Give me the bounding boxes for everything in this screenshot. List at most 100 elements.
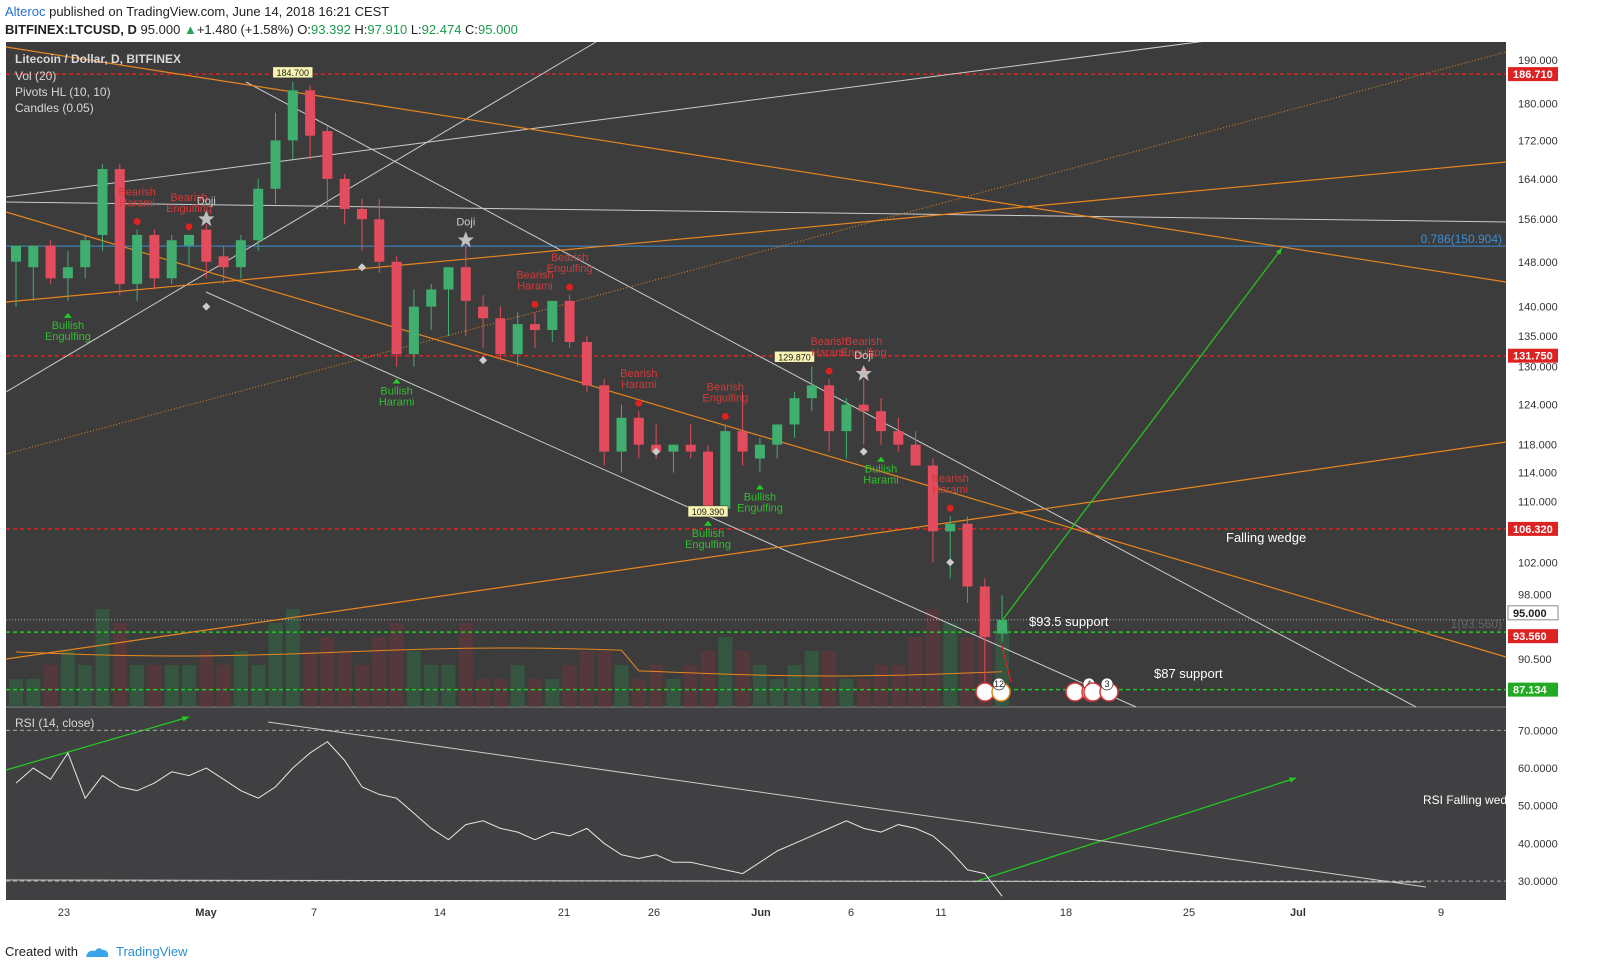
candle-body[interactable]	[391, 261, 402, 355]
trend-line	[5, 211, 1507, 658]
candle-body[interactable]	[149, 234, 160, 279]
candle-body[interactable]	[305, 90, 316, 136]
candle-body[interactable]	[979, 586, 990, 637]
candle-body[interactable]	[703, 451, 713, 509]
tradingview-link[interactable]: TradingView	[115, 944, 188, 959]
candle-body[interactable]	[80, 240, 91, 268]
volume-bar	[925, 609, 940, 707]
candle-body[interactable]	[201, 229, 212, 262]
time-axis-tick: 25	[1183, 907, 1195, 919]
candle-body[interactable]	[530, 324, 540, 331]
rsi-wedge-lower	[5, 879, 1422, 883]
candle-body[interactable]	[132, 234, 143, 284]
indicator-pivots[interactable]: Pivots HL (10, 10)	[15, 85, 111, 99]
volume-bar	[752, 665, 767, 707]
candle-body[interactable]	[253, 188, 264, 241]
volume-bar	[424, 665, 439, 707]
time-axis-tick: May	[195, 907, 217, 919]
candle-body[interactable]	[235, 240, 246, 268]
candle-body[interactable]	[945, 523, 956, 532]
candle-body[interactable]	[616, 417, 627, 452]
candle-body[interactable]	[218, 256, 229, 268]
candle-body[interactable]	[737, 431, 748, 452]
high-value: 97.910	[367, 22, 408, 37]
doji-star-icon	[855, 365, 872, 382]
candle-body[interactable]	[754, 444, 765, 459]
candle-body[interactable]	[184, 234, 194, 246]
candle-body[interactable]	[685, 444, 696, 452]
candle-body[interactable]	[28, 245, 39, 268]
price-level-text: 87.134	[1513, 685, 1548, 697]
candle-body[interactable]	[374, 219, 385, 262]
candle-body[interactable]	[841, 404, 852, 432]
volume-bar	[182, 665, 196, 707]
symbol-name: BITFINEX:LTCUSD, D	[5, 22, 137, 37]
candle-body[interactable]	[62, 267, 73, 279]
author-link[interactable]: Alteroc	[5, 4, 46, 19]
candle-body[interactable]	[910, 444, 921, 466]
price-change: +1.480 (+1.58%)	[196, 22, 294, 37]
trend-line	[5, 441, 1507, 660]
volume-bar	[147, 665, 162, 707]
candle-body[interactable]	[581, 342, 592, 386]
candle-body[interactable]	[426, 289, 437, 307]
rsi-arrow-2-head	[1289, 777, 1296, 783]
candle-body[interactable]	[806, 385, 817, 399]
volume-bar	[355, 665, 369, 707]
volume-bar	[787, 665, 802, 707]
price-level-badge	[1508, 67, 1558, 82]
rsi-arrow-2	[973, 777, 1297, 883]
indicator-candles[interactable]: Candles (0.05)	[15, 101, 94, 115]
candle-body[interactable]	[114, 169, 125, 284]
candle-body[interactable]	[789, 398, 800, 425]
candle-body[interactable]	[772, 424, 783, 445]
indicator-rsi[interactable]: RSI (14, close)	[15, 716, 95, 730]
trend-line	[5, 41, 597, 393]
volume-bar	[389, 623, 404, 707]
candle-body[interactable]	[478, 306, 489, 319]
candle-body[interactable]	[97, 169, 108, 235]
price-chart-svg[interactable]: 0.786(150.904) 1(93.560) 184.700 129.870 109…	[5, 1, 1594, 924]
volume-bar	[320, 637, 335, 707]
candle-body[interactable]	[876, 411, 886, 432]
volume-bar	[285, 609, 300, 707]
candle-body[interactable]	[339, 178, 350, 209]
volume-bar	[631, 679, 646, 707]
candle-body[interactable]	[720, 431, 731, 509]
price-axis-tick: 90.500	[1518, 654, 1552, 666]
candle-body[interactable]	[270, 140, 281, 189]
doji-label: Doji	[854, 350, 873, 362]
bullish-marker-icon	[877, 456, 885, 462]
candle-body[interactable]	[408, 306, 419, 355]
candle-body[interactable]	[443, 267, 454, 290]
price-axis-tick: 110.000	[1518, 496, 1557, 508]
candle-body[interactable]	[858, 404, 869, 412]
candle-body[interactable]	[962, 523, 973, 587]
candle-body[interactable]	[547, 300, 558, 331]
candle-body[interactable]	[599, 385, 610, 452]
candle-body[interactable]	[668, 444, 679, 452]
price-level-badge	[1508, 348, 1558, 363]
candle-body[interactable]	[893, 431, 904, 445]
candle-body[interactable]	[512, 324, 523, 355]
rsi-axis-tick: 60.0000	[1518, 763, 1558, 775]
time-axis-tick: 21	[558, 907, 570, 919]
candle-body[interactable]	[460, 267, 471, 301]
candle-body[interactable]	[45, 245, 56, 279]
candle-body[interactable]	[166, 240, 177, 279]
candle-body[interactable]	[824, 385, 835, 432]
price-axis-tick: 98.000	[1518, 590, 1552, 602]
candle-body[interactable]	[322, 131, 333, 179]
indicator-vol[interactable]: Vol (20)	[15, 69, 57, 83]
candle-body[interactable]	[495, 318, 506, 355]
candle-body[interactable]	[633, 417, 644, 445]
candle-body[interactable]	[287, 90, 298, 141]
candle-body[interactable]	[564, 300, 575, 343]
candle-body[interactable]	[927, 465, 938, 532]
chart-area[interactable]: 0.786(150.904) 1(93.560) 184.700 129.870 109…	[5, 1, 1594, 924]
price-axis-tick: 190.000	[1518, 55, 1558, 67]
candle-body[interactable]	[997, 619, 1008, 634]
candle-body[interactable]	[11, 245, 21, 262]
candle-body[interactable]	[357, 208, 367, 220]
price-level-badge	[1508, 682, 1558, 697]
